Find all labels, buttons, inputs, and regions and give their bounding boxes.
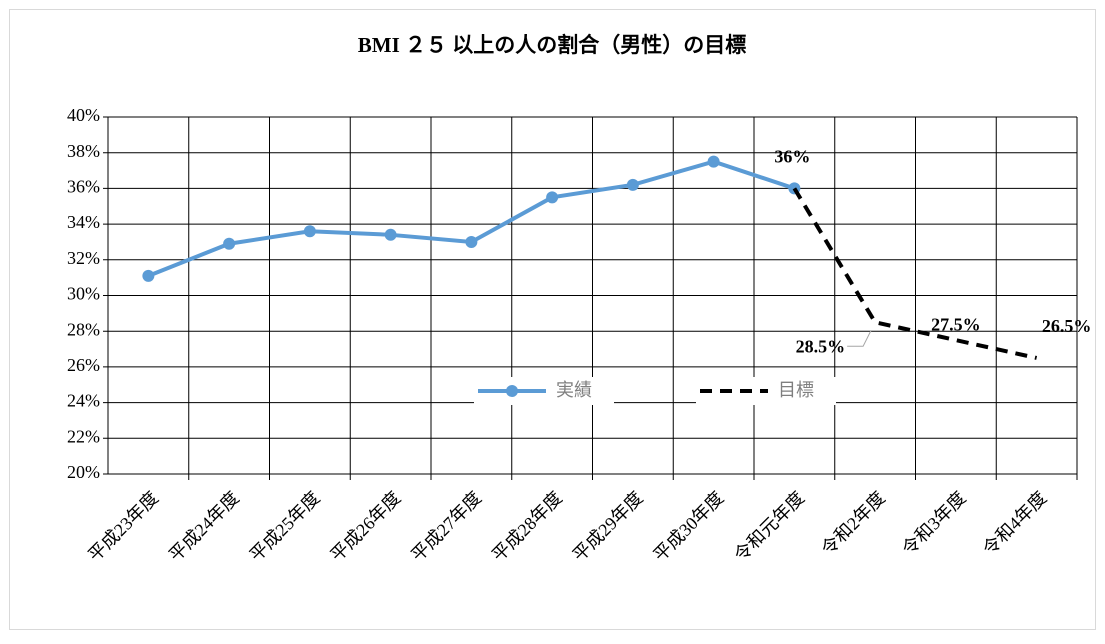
y-tick-label: 38% <box>67 141 100 161</box>
chart-title: BMI ２５ 以上の人の割合（男性）の目標 <box>358 33 747 57</box>
point <box>142 269 155 282</box>
y-tick-label: 40% <box>67 105 100 125</box>
y-tick-label: 24% <box>67 391 100 411</box>
point <box>303 225 316 238</box>
legend-marker <box>506 385 518 397</box>
y-tick-label: 30% <box>67 284 100 304</box>
leader-line <box>847 330 872 347</box>
chart-frame <box>9 9 1096 630</box>
point <box>626 178 639 191</box>
y-tick-label: 22% <box>67 426 100 446</box>
y-tick-label: 32% <box>67 248 100 268</box>
y-tick-label: 26% <box>67 355 100 375</box>
data-label: 27.5% <box>931 314 981 334</box>
data-label: 28.5% <box>796 336 846 356</box>
point <box>223 237 236 250</box>
series-line <box>792 187 1038 360</box>
y-tick-label: 20% <box>67 462 100 482</box>
y-tick-label: 28% <box>67 319 100 339</box>
data-label: 26.5% <box>1042 316 1092 336</box>
point <box>465 235 478 248</box>
legend-label: 目標 <box>778 380 814 401</box>
y-tick-label: 36% <box>67 177 100 197</box>
y-tick-label: 34% <box>67 212 100 232</box>
point <box>707 155 720 168</box>
point <box>384 228 397 241</box>
legend-label: 実績 <box>556 380 592 401</box>
data-label: 36% <box>774 147 810 167</box>
point <box>546 191 559 204</box>
